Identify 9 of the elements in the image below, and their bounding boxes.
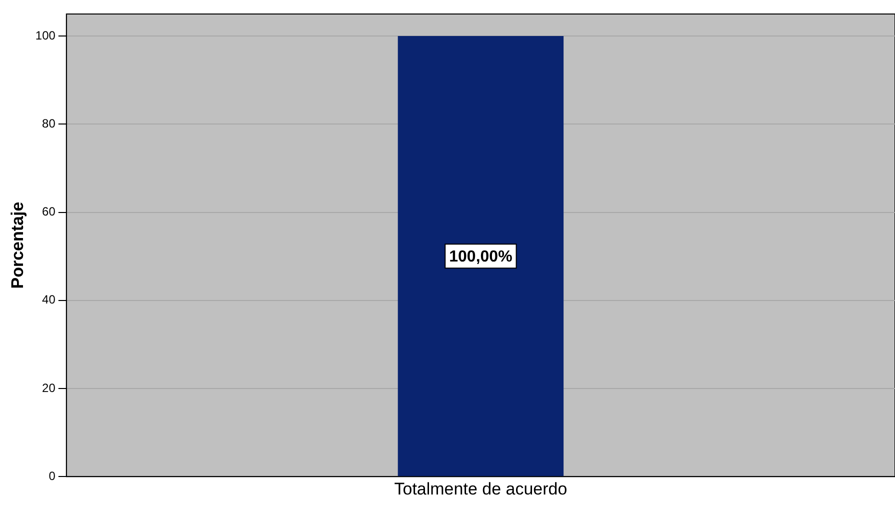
data-label: 100,00% xyxy=(449,248,512,266)
x-tick-label: Totalmente de acuerdo xyxy=(394,479,568,498)
y-tick-label: 80 xyxy=(42,116,56,130)
y-tick-label: 20 xyxy=(42,380,56,395)
y-axis-title: Porcentaje xyxy=(8,202,27,289)
y-tick-label: 40 xyxy=(42,292,56,307)
y-tick-label: 0 xyxy=(48,468,56,483)
y-tick-label: 100 xyxy=(35,28,56,42)
y-tick-label: 60 xyxy=(42,204,56,219)
